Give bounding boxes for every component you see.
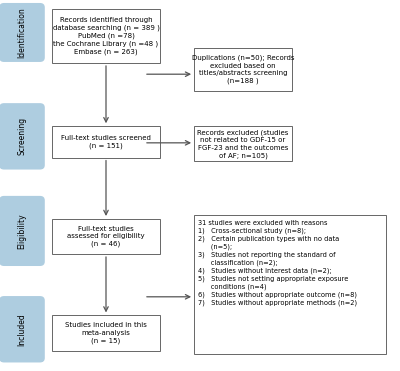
Text: Included: Included xyxy=(18,313,26,346)
FancyBboxPatch shape xyxy=(0,296,45,362)
Text: Eligibility: Eligibility xyxy=(18,213,26,249)
Text: Studies included in this
meta-analysis
(n = 15): Studies included in this meta-analysis (… xyxy=(65,322,147,344)
Text: Full-text studies
assessed for eligibility
(n = 46): Full-text studies assessed for eligibili… xyxy=(67,226,145,247)
FancyBboxPatch shape xyxy=(52,219,160,254)
Text: 31 studies were excluded with reasons
1)   Cross-sectional study (n=8);
2)   Cer: 31 studies were excluded with reasons 1)… xyxy=(198,220,357,306)
Text: Identification: Identification xyxy=(18,7,26,58)
FancyBboxPatch shape xyxy=(194,126,292,161)
FancyBboxPatch shape xyxy=(52,9,160,63)
Text: Full-text studies screened
(n = 151): Full-text studies screened (n = 151) xyxy=(61,135,151,149)
FancyBboxPatch shape xyxy=(0,3,45,62)
FancyBboxPatch shape xyxy=(0,103,45,170)
Text: Screening: Screening xyxy=(18,117,26,155)
Text: Duplications (n=50); Records
excluded based on
titles/abstracts screening
(n=188: Duplications (n=50); Records excluded ba… xyxy=(192,55,294,84)
FancyBboxPatch shape xyxy=(52,126,160,158)
FancyBboxPatch shape xyxy=(52,315,160,351)
Text: Records identified through
database searching (n = 389 )
PubMed (n =78)
the Coch: Records identified through database sear… xyxy=(52,17,160,55)
FancyBboxPatch shape xyxy=(194,215,386,354)
Text: Records excluded (studies
not related to GDF-15 or
FGF-23 and the outcomes
of AF: Records excluded (studies not related to… xyxy=(197,129,289,158)
FancyBboxPatch shape xyxy=(194,48,292,91)
FancyBboxPatch shape xyxy=(0,196,45,266)
